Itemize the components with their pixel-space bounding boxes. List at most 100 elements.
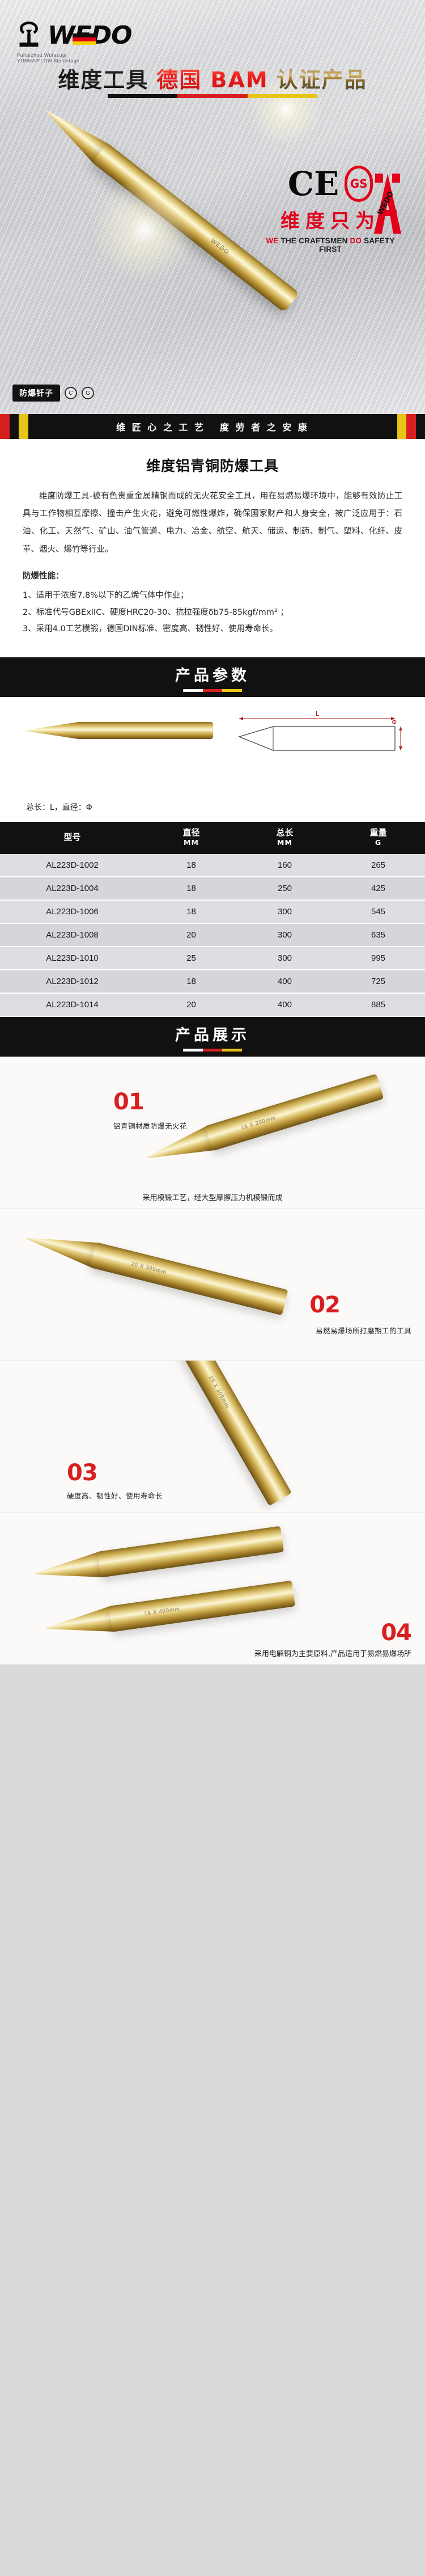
hero-headline: 维度工具 德国 BAM 认证产品	[0, 61, 425, 94]
shot-bottom-caption: 采用电解铜为主要原料,产品适用于易燃易爆场所	[254, 1650, 411, 1659]
cell-weight: 545	[332, 900, 425, 924]
cell-length: 400	[238, 993, 332, 1017]
step-number: 04	[381, 1620, 412, 1646]
craft-slogan-band: 维 匠 心 之 工 艺 度 劳 者 之 安 康	[0, 414, 425, 439]
craft-band-right: 度 劳 者 之 安 康	[220, 422, 309, 433]
certification-cluster: CE GS 维度只为 WE THE CRAFTSMEN DO SAFETY FI…	[260, 166, 401, 254]
shot-caption: 易燃易爆场所打磨期工的工具	[315, 1327, 411, 1336]
col-header-length: 总长 MM	[238, 822, 332, 855]
spec-table: 型号 直径 MM 总长 MM 重量 G AL223D-1002	[0, 822, 425, 1017]
anvil-hammer-icon	[16, 20, 42, 48]
table-row: AL223D-1008 20 300 635	[0, 923, 425, 948]
gallery-shot-2: 20 X 300mm 02 易燃易爆场所打磨期工的工具	[0, 1209, 425, 1361]
step-number: 01	[113, 1089, 144, 1116]
gallery-shot-4: 18 X 400mm 04 采用电解铜为主要原料,产品适用于易燃易爆场所	[0, 1513, 425, 1665]
engraving-text: 18 X 300mm	[240, 1114, 277, 1131]
col-header-diameter: 直径 MM	[144, 822, 238, 855]
cell-length: 160	[238, 854, 332, 878]
chisel-engraving: WEDO	[209, 237, 231, 256]
table-row: AL223D-1004 18 250 425	[0, 877, 425, 901]
headline-part-3: 认证产品	[277, 62, 367, 94]
shot-caption: 硬度高、韧性好、使用寿命长	[67, 1492, 163, 1501]
cell-diameter: 18	[144, 970, 238, 994]
gs-icon: GS	[345, 166, 373, 202]
table-row: AL223D-1014 20 400 885	[0, 993, 425, 1017]
engraving-text: 20 X 300mm	[130, 1261, 167, 1276]
col-header-weight: 重量 G	[332, 822, 425, 855]
cell-weight: 725	[332, 970, 425, 994]
drawing-length-label: L	[316, 710, 320, 717]
headline-underline	[108, 94, 317, 98]
table-row: AL223D-1010 25 300 995	[0, 947, 425, 971]
german-flag-icon	[73, 33, 96, 45]
cell-length: 300	[238, 900, 332, 924]
gallery-heading-text: 产品展示	[175, 1026, 250, 1044]
cell-weight: 885	[332, 993, 425, 1017]
hero-banner: WEDO Fuhaizhou Wulazugi YUNHAIFLOW Multi…	[0, 0, 425, 414]
cell-weight: 265	[332, 854, 425, 878]
brand-wordmark: WEDO	[48, 23, 133, 48]
table-row: AL223D-1006 18 300 545	[0, 900, 425, 924]
shot-bottom-caption: 采用模锻工艺，经大型摩擦压力机模锻而成	[142, 1194, 283, 1203]
cell-length: 250	[238, 877, 332, 901]
gs-icon: G	[82, 387, 94, 399]
drawing-diameter-label: Φ	[392, 719, 397, 726]
description-title: 维度铝青铜防爆工具	[146, 458, 279, 474]
col-header-model: 型号	[0, 822, 144, 855]
cell-diameter: 18	[144, 877, 238, 901]
description-section: 维度铝青铜防爆工具 维度防爆工具-被有色贵重金属精铜而成的无火花安全工具，用在易…	[0, 439, 425, 658]
spec-heading-text: 产品参数	[175, 666, 250, 685]
brand-subline: Fuhaizhou Wulazugi YUNHAIFLOW Multistage	[17, 52, 80, 64]
cell-model: AL223D-1014	[0, 993, 144, 1017]
cell-model: AL223D-1008	[0, 923, 144, 948]
product-detail-page: WEDO Fuhaizhou Wulazugi YUNHAIFLOW Multi…	[0, 0, 425, 1665]
shot-caption: 铝青铜材质防爆无火花	[113, 1122, 188, 1131]
cell-diameter: 18	[144, 854, 238, 878]
step-number: 03	[67, 1460, 98, 1487]
feature-item: 1、适用于浓度7.8%以下的乙烯气体中作业；	[23, 590, 189, 600]
product-gallery: 18 X 300mm 01 铝青铜材质防爆无火花 采用模锻工艺，经大型摩擦压力机…	[0, 1057, 425, 1665]
feature-item: 3、采用4.0工艺模锻，德国DIN标准、密度高、韧性好、使用寿命长。	[23, 624, 278, 634]
wedo-a-mark-icon: WEDO	[362, 170, 414, 237]
cell-model: AL223D-1004	[0, 877, 144, 901]
cell-diameter: 20	[144, 923, 238, 948]
ce-icon: C	[65, 387, 77, 399]
product-type-badge: 防爆钎子 C G	[12, 385, 94, 402]
cell-model: AL223D-1002	[0, 854, 144, 878]
spec-visual: L Φ	[0, 697, 425, 800]
headline-part-1: 维度工具	[58, 62, 148, 94]
features-list: 1、适用于浓度7.8%以下的乙烯气体中作业； 2、标准代号GBExIIC、硬度H…	[23, 588, 402, 638]
ce-icon: CE	[287, 164, 339, 203]
cell-diameter: 25	[144, 947, 238, 971]
table-row: AL223D-1012 18 400 725	[0, 970, 425, 994]
description-paragraph: 维度防爆工具-被有色贵重金属精铜而成的无火花安全工具，用在易燃易爆环境中，能够有…	[23, 492, 402, 554]
cell-diameter: 20	[144, 993, 238, 1017]
slogan-english: WE THE CRAFTSMEN DO SAFETY FIRST	[266, 237, 395, 254]
spec-note: 总长：L，直径：Φ	[0, 799, 425, 822]
craft-band-left: 维 匠 心 之 工 艺	[116, 422, 205, 433]
gallery-section-heading: 产品展示	[0, 1017, 425, 1057]
headline-part-2: 德国 BAM	[156, 62, 268, 94]
cell-length: 300	[238, 947, 332, 971]
cell-weight: 995	[332, 947, 425, 971]
cell-weight: 635	[332, 923, 425, 948]
gallery-shot-1: 18 X 300mm 01 铝青铜材质防爆无火花 采用模锻工艺，经大型摩擦压力机…	[0, 1057, 425, 1209]
gallery-shot-3: 25 X 300mm 03 硬度高、韧性好、使用寿命长	[0, 1361, 425, 1513]
feature-item: 2、标准代号GBExIIC、硬度HRC20-30、抗拉强度δb75-85kgf/…	[23, 607, 288, 617]
spec-section-heading: 产品参数	[0, 657, 425, 698]
cell-diameter: 18	[144, 900, 238, 924]
cell-length: 400	[238, 970, 332, 994]
table-header-row: 型号 直径 MM 总长 MM 重量 G	[0, 822, 425, 855]
cell-model: AL223D-1010	[0, 947, 144, 971]
table-row: AL223D-1002 18 160 265	[0, 854, 425, 878]
cell-length: 300	[238, 923, 332, 948]
brand-logo[interactable]: WEDO	[16, 20, 133, 48]
spec-product-photo	[26, 717, 213, 742]
engraving-text: 18 X 400mm	[143, 1606, 181, 1618]
cell-model: AL223D-1006	[0, 900, 144, 924]
spec-technical-drawing: L Φ	[233, 707, 403, 770]
slogan-chinese: 维度只为	[280, 210, 380, 233]
badge-label: 防爆钎子	[12, 385, 60, 402]
step-number: 02	[309, 1292, 341, 1319]
cell-weight: 425	[332, 877, 425, 901]
